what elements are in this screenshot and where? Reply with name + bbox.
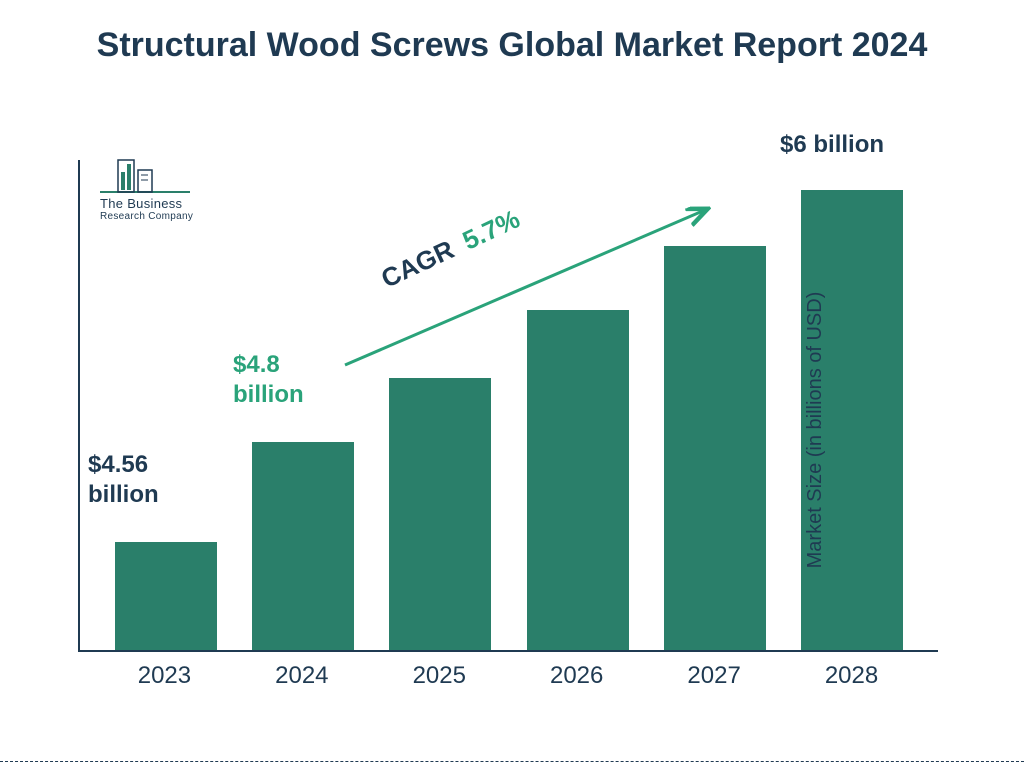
y-axis-label: Market Size (in billions of USD): [804, 292, 827, 569]
bar-2023: [115, 542, 217, 650]
xlabel-2027: 2027: [663, 656, 765, 690]
xlabel-2028: 2028: [801, 656, 903, 690]
xlabel-2026: 2026: [526, 656, 628, 690]
chart-title: Structural Wood Screws Global Market Rep…: [0, 0, 1024, 67]
x-axis-labels: 2023 2024 2025 2026 2027 2028: [78, 656, 938, 700]
bar-2025: [389, 378, 491, 650]
xlabel-2023: 2023: [113, 656, 215, 690]
bar-2024: [252, 442, 354, 650]
bar-2027: [664, 246, 766, 650]
value-label-2024: $4.8 billion: [233, 350, 343, 410]
value-label-2023: $4.56 billion: [88, 450, 208, 510]
footer-divider: [0, 761, 1024, 762]
value-label-2028: $6 billion: [780, 130, 884, 160]
bar-2026: [527, 310, 629, 650]
xlabel-2024: 2024: [251, 656, 353, 690]
bar-chart: 2023 2024 2025 2026 2027 2028 Market Siz…: [78, 160, 938, 700]
xlabel-2025: 2025: [388, 656, 490, 690]
